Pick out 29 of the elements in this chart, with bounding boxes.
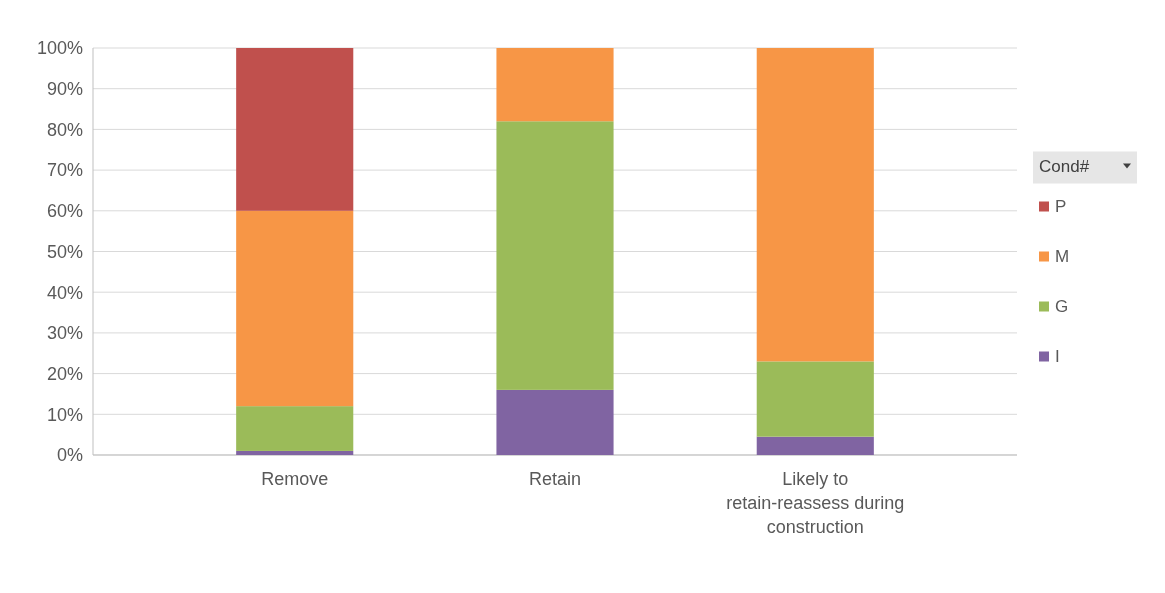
legend-title: Cond# bbox=[1039, 156, 1090, 176]
legend-label: P bbox=[1055, 197, 1067, 217]
x-tick-label: Retain bbox=[528, 469, 582, 489]
legend-label: I bbox=[1055, 347, 1060, 367]
y-tick-label: 50% bbox=[46, 241, 83, 262]
bar bbox=[756, 361, 874, 437]
y-tick-label: 100% bbox=[36, 38, 83, 59]
y-tick-label: 80% bbox=[46, 119, 83, 140]
bar bbox=[236, 450, 354, 455]
y-tick-label: 0% bbox=[56, 445, 83, 466]
y-tick-label: 60% bbox=[46, 201, 83, 222]
bar bbox=[496, 121, 614, 390]
legend-label: M bbox=[1055, 247, 1070, 267]
y-tick-label: 70% bbox=[46, 160, 83, 181]
bar bbox=[496, 389, 614, 455]
bar bbox=[236, 48, 354, 211]
bar bbox=[496, 48, 614, 122]
y-tick-label: 10% bbox=[46, 404, 83, 425]
legend-label: G bbox=[1055, 297, 1069, 317]
y-tick-label: 20% bbox=[46, 363, 83, 384]
x-tick-label: Likely to retain-reassess during construction bbox=[726, 469, 905, 537]
y-tick-label: 40% bbox=[46, 282, 83, 303]
x-tick-label: Remove bbox=[261, 469, 329, 489]
bar bbox=[756, 48, 874, 362]
bar bbox=[236, 406, 354, 451]
bar bbox=[236, 210, 354, 407]
bar bbox=[756, 436, 874, 455]
y-tick-label: 90% bbox=[46, 79, 83, 99]
y-tick-label: 30% bbox=[46, 323, 83, 344]
